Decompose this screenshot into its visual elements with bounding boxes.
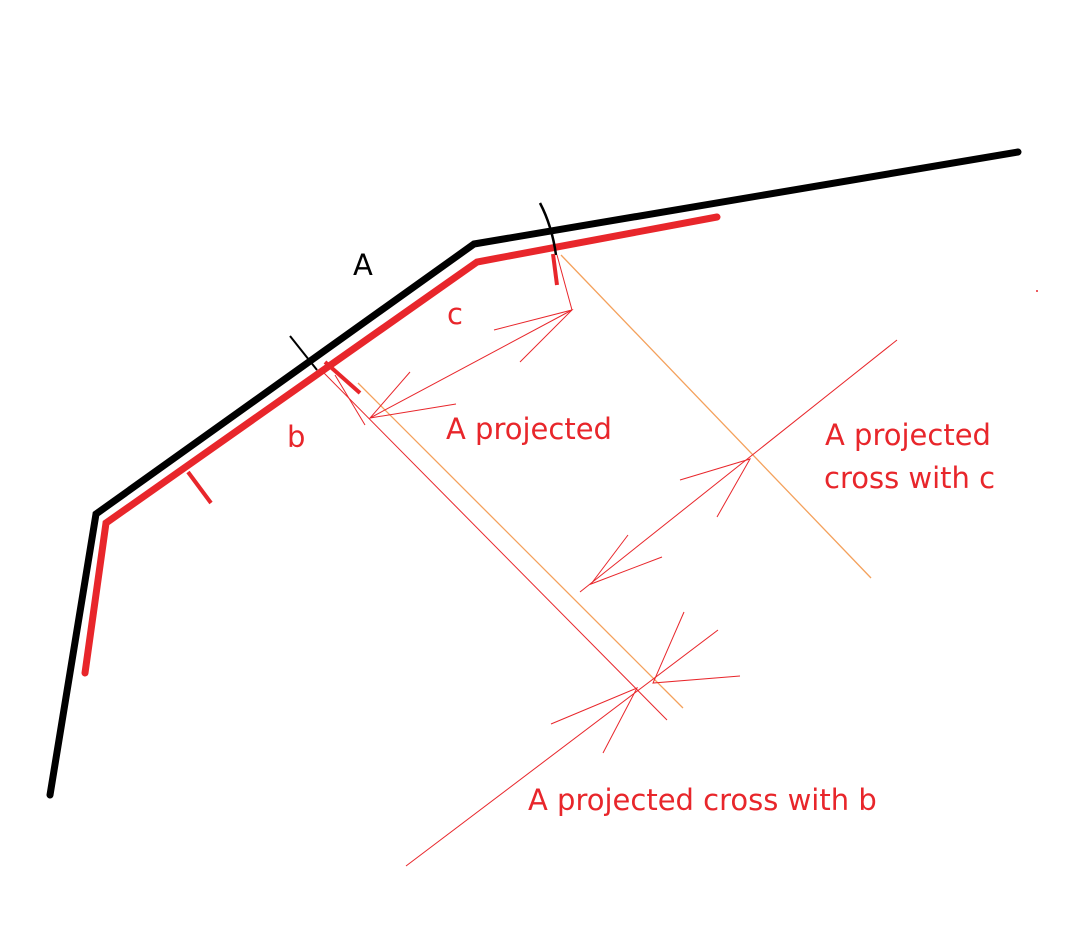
cross-b-line [405, 629, 719, 867]
cross-c-line [579, 339, 898, 593]
perp-red-b [322, 371, 668, 721]
label-cross-b: A projected cross with b [528, 783, 877, 817]
label-cross-c-line1: A projected [825, 418, 991, 452]
arrowhead-cross-c-lower [589, 534, 663, 586]
perp-red-c [556, 254, 573, 311]
tick-red-b-mid [186, 470, 213, 505]
arrowhead-a-projected-end [368, 371, 457, 419]
stray-dot [1036, 290, 1038, 292]
tick-red-c-start [551, 253, 559, 286]
arrowhead-cross-c-upper [679, 458, 752, 518]
arrowhead-cross-b-left [550, 687, 639, 754]
label-a: A [353, 248, 373, 282]
tick-a-segment-c [538, 202, 558, 256]
proj-orange-b [357, 382, 684, 709]
label-b: b [287, 420, 305, 454]
tick-a-segment-b [289, 335, 318, 371]
label-cross-c-line2: cross with c [824, 461, 995, 495]
proj-orange-c [560, 254, 872, 579]
perp-red-b-inner [334, 374, 366, 426]
label-c: c [447, 297, 463, 331]
label-a-projected: A projected [446, 412, 612, 446]
polyline-a-black [46, 148, 1022, 799]
arrowhead-c-end [493, 309, 574, 363]
polyline-offset-red [81, 213, 721, 677]
arrow-c-to-a-projected [369, 309, 573, 419]
tick-red-b-start [323, 360, 362, 395]
arrowhead-cross-b-right [652, 611, 741, 684]
